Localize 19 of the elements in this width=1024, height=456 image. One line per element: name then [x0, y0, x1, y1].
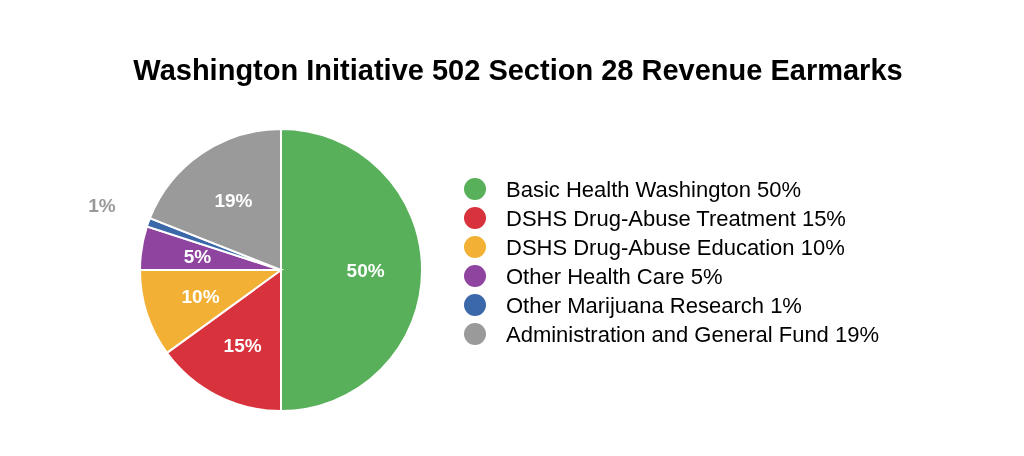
- data-label: 1%: [88, 195, 116, 217]
- legend-label: Administration and General Fund: [506, 321, 829, 347]
- data-label: 10%: [181, 285, 220, 307]
- legend-label: DSHS Drug-Abuse Education: [506, 234, 795, 260]
- text: 50%: [757, 176, 802, 202]
- legend-label: DSHS Drug-Abuse Treatment: [506, 205, 796, 231]
- legend-label: Basic Health Washington: [506, 176, 751, 202]
- data-label: 5%: [183, 246, 212, 268]
- data-label: 19%: [214, 189, 253, 211]
- data-label: 50%: [346, 259, 385, 281]
- text: 19%: [834, 321, 880, 347]
- legend-label: Other Health Care: [506, 263, 685, 289]
- data-label: 15%: [223, 335, 262, 357]
- text: 15%: [801, 205, 846, 231]
- text: 5%: [690, 263, 723, 289]
- chart-title: Washington Initiative 502 Section 28 Revenue Earmarks: [133, 54, 903, 86]
- text: 10%: [800, 234, 845, 260]
- legend-label: Other Marijuana Research: [506, 292, 765, 318]
- text: 1%: [770, 292, 802, 318]
